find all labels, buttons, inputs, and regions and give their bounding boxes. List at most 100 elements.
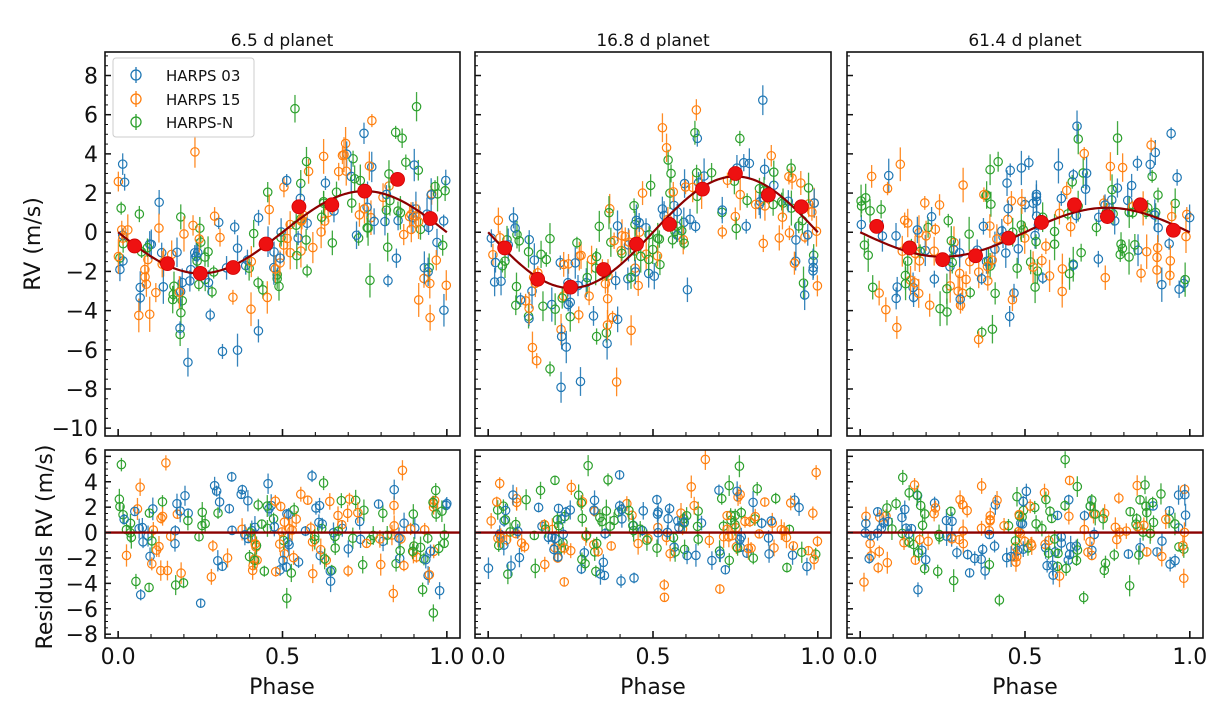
data-point-harps-15 [342, 504, 353, 523]
data-point-harps-15 [527, 331, 538, 364]
data-point-harps-n [690, 120, 700, 145]
data-marker [863, 250, 874, 261]
data-marker [499, 516, 509, 526]
data-point-harps-n [411, 92, 422, 122]
data-marker [1079, 148, 1090, 159]
x-tick-label: 0.5 [265, 645, 300, 670]
data-marker [803, 183, 814, 193]
data-marker [205, 310, 216, 320]
data-point-harps-n [932, 564, 943, 579]
data-point-harps-n [327, 230, 338, 256]
binned-point [1165, 222, 1181, 238]
data-marker [307, 537, 318, 547]
data-point-harps-15 [895, 147, 906, 182]
data-point-harps-03 [275, 252, 285, 265]
data-marker [1057, 264, 1068, 274]
data-marker [556, 514, 566, 525]
data-marker [654, 234, 665, 244]
data-marker [363, 223, 373, 233]
data-point-harps-15 [722, 510, 732, 521]
data-point-harps-03 [1132, 155, 1143, 171]
data-point-harps-n [1098, 507, 1108, 530]
data-point-harps-03 [629, 572, 639, 584]
binned-point [968, 248, 983, 264]
data-point-harps-15 [743, 537, 754, 560]
data-point-harps-15 [359, 194, 370, 224]
data-marker [1010, 536, 1021, 546]
data-marker [500, 256, 510, 266]
data-marker [228, 292, 238, 303]
data-point-harps-n [1064, 257, 1075, 290]
data-point-harps-15 [397, 460, 408, 481]
data-point-harps-03 [205, 308, 216, 322]
data-marker [920, 554, 931, 565]
data-marker [157, 511, 168, 522]
data-marker [389, 521, 399, 531]
data-marker [1012, 263, 1022, 273]
data-marker [1042, 560, 1052, 571]
data-point-harps-15 [957, 275, 968, 311]
data-point-harps-15 [796, 170, 806, 196]
data-marker [1178, 540, 1188, 551]
data-point-harps-15 [441, 270, 452, 301]
data-marker [565, 505, 576, 515]
data-marker [397, 133, 407, 143]
data-marker [302, 218, 312, 229]
data-point-harps-03 [506, 555, 516, 577]
data-marker [673, 516, 683, 526]
data-marker [1170, 555, 1180, 566]
data-marker [428, 546, 439, 557]
data-point-harps-03 [897, 507, 907, 528]
data-marker [641, 249, 651, 259]
data-point-harps-n [256, 519, 267, 529]
data-point-harps-15 [750, 190, 761, 219]
data-marker [1031, 191, 1042, 202]
data-marker [930, 224, 941, 235]
data-point-harps-03 [892, 276, 903, 298]
data-point-harps-03 [1152, 547, 1162, 557]
data-point-harps-15 [1014, 509, 1024, 520]
data-point-harps-n [679, 539, 690, 560]
data-marker [1180, 510, 1191, 520]
legend-entry-harps03: HARPS 03 [130, 67, 240, 85]
data-marker [943, 215, 954, 226]
data-marker [536, 249, 546, 260]
data-marker [591, 331, 602, 342]
data-point-harps-03 [172, 493, 182, 514]
data-marker [183, 357, 193, 368]
data-marker [909, 277, 920, 288]
data-marker [1164, 238, 1174, 249]
data-marker [666, 168, 676, 179]
xlabel-2: Phase [620, 675, 686, 700]
data-point-harps-15 [957, 497, 968, 513]
data-point-harps-03 [226, 471, 237, 482]
data-point-harps-15 [209, 207, 220, 226]
data-marker [288, 552, 299, 563]
data-point-harps-n [1067, 174, 1078, 189]
data-marker [307, 471, 317, 481]
data-marker [1134, 550, 1144, 560]
data-point-harps-03 [320, 176, 331, 191]
data-marker [539, 559, 550, 570]
data-marker [401, 157, 411, 168]
data-point-harps-03 [691, 543, 701, 567]
data-point-harps-03 [685, 208, 695, 230]
data-marker [874, 288, 884, 298]
data-marker [428, 608, 439, 618]
data-marker [1164, 514, 1174, 524]
data-marker [1148, 517, 1159, 528]
data-marker [812, 281, 823, 291]
binned-point [1100, 209, 1115, 224]
data-marker [425, 278, 435, 289]
data-marker [964, 568, 975, 578]
data-marker [409, 541, 419, 551]
data-marker [1080, 184, 1091, 194]
data-marker [897, 512, 907, 523]
data-marker [179, 229, 189, 239]
data-marker [559, 577, 570, 587]
data-marker [240, 529, 250, 540]
data-point-harps-03 [391, 248, 402, 268]
data-marker [1181, 209, 1192, 220]
data-point-harps-n [1112, 121, 1123, 156]
data-point-harps-n [326, 564, 337, 576]
